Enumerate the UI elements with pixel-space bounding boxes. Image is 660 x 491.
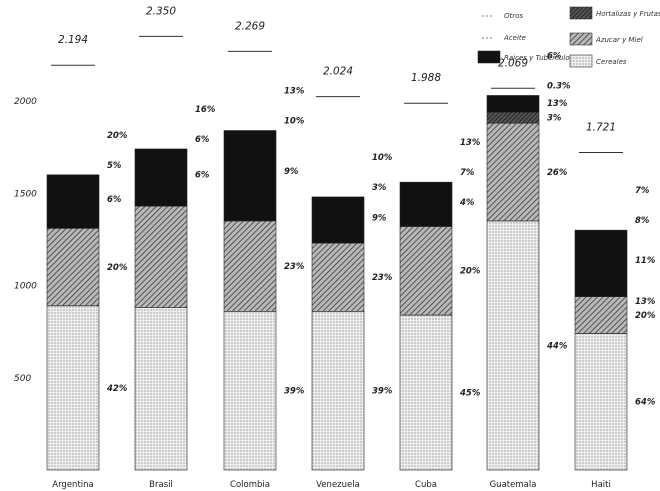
segment-pct-label: 10% [372, 153, 393, 163]
bar-segment-azucar-y-miel [311, 242, 365, 312]
bar-segment-cereales [311, 311, 365, 471]
segment-pct-label: 20% [107, 131, 128, 141]
segment-pct-label: 20% [460, 267, 481, 277]
segment-pct-label: 6% [547, 51, 562, 61]
segment-pct-label: 8% [635, 216, 650, 226]
total-label: 2.024 [323, 66, 353, 78]
bar-segment-cereales [134, 307, 188, 471]
segment-pct-label: 20% [107, 263, 128, 273]
bar-segment-raices-y-tuberculos [46, 174, 100, 229]
segment-pct-label: 3% [547, 114, 562, 124]
legend-label: Azucar y Miel [595, 36, 643, 44]
x-category-label: Colombia [230, 480, 270, 490]
total-label: 2.269 [235, 20, 265, 32]
x-category-label: Cuba [415, 480, 437, 490]
segment-pct-label: 0.3% [547, 81, 571, 91]
segment-pct-label: 13% [284, 87, 305, 97]
segment-pct-label: 9% [284, 167, 299, 177]
x-category-label: Guatemala [490, 480, 537, 490]
legend-label: Raices y Tuberculos [504, 54, 574, 62]
segment-pct-label: 13% [547, 99, 568, 109]
segment-pct-label: 26% [547, 168, 568, 178]
legend-swatch [569, 54, 593, 68]
legend-label: Otros [504, 12, 523, 20]
bar-segment-raices-y-tuberculos [486, 95, 540, 113]
bar-segment-raices-y-tuberculos [223, 130, 277, 222]
x-category-label: Argentina [52, 480, 93, 490]
bar-segment-azucar-y-miel [134, 205, 188, 308]
segment-pct-label: 4% [459, 198, 475, 208]
x-category-label: Brasil [149, 480, 173, 490]
segment-pct-label: 13% [635, 297, 656, 307]
bar-segment-raices-y-tuberculos [574, 229, 628, 297]
x-category-label: Venezuela [316, 480, 360, 490]
y-tick-label: 1000 [14, 282, 37, 292]
legend-label: Hortalizas y Frutas [596, 10, 660, 18]
bar-segment-azucar-y-miel [399, 226, 453, 316]
segment-pct-label: 64% [635, 398, 656, 408]
legend-label: Cereales [596, 58, 627, 66]
bar-segment-cereales [486, 220, 540, 471]
segment-pct-label: 10% [284, 117, 305, 127]
bar-segment-raices-y-tuberculos [399, 181, 453, 227]
bar-segment-cereales [574, 333, 628, 471]
legend: Otros Aceite Raices y Tuberculos Hortalizas… [477, 6, 660, 68]
legend-swatch [477, 50, 501, 64]
segment-pct-label: 13% [460, 138, 481, 148]
legend-label: Aceite [503, 34, 526, 42]
total-label: 1.988 [411, 72, 441, 84]
segment-pct-label: 6% [195, 171, 210, 181]
bar-segment-cereales [223, 311, 277, 471]
bar-segment-cereales [399, 314, 453, 471]
segment-pct-label: 3% [372, 183, 387, 193]
bar-segment-azucar-y-miel [223, 220, 277, 312]
segment-pct-label: 39% [284, 387, 305, 397]
y-tick-label: 1500 [14, 189, 37, 199]
value-labels: 2.194 Argentina 42% 20% 6% 5% 20% 2.350 Brasil 6%… [52, 5, 656, 490]
y-axis: 500 1000 1500 2000 [14, 97, 37, 384]
segment-pct-label: 7% [635, 186, 650, 196]
segment-pct-label: 9% [372, 214, 387, 224]
segment-pct-label: 44% [546, 341, 568, 351]
segment-pct-label: 6% [195, 135, 210, 145]
y-tick-label: 500 [14, 374, 31, 384]
bars [46, 35, 628, 471]
segment-pct-label: 6% [107, 195, 122, 205]
segment-pct-label: 20% [635, 311, 656, 321]
total-label: 2.069 [498, 57, 528, 69]
segment-pct-label: 16% [195, 105, 216, 115]
segment-pct-label: 39% [372, 387, 393, 397]
total-label: 1.721 [586, 121, 616, 133]
bar-segment-hortalizas-y-frutas [486, 111, 540, 124]
bar-segment-cereales [46, 305, 100, 471]
x-category-label: Haiti [591, 480, 611, 490]
segment-pct-label: 42% [106, 384, 128, 394]
total-label: 2.350 [146, 5, 176, 17]
bar-segment-azucar-y-miel [46, 228, 100, 307]
legend-swatch [569, 6, 593, 20]
segment-pct-label: 7% [460, 168, 475, 178]
bar-segment-raices-y-tuberculos [134, 148, 188, 207]
segment-pct-label: 5% [107, 161, 122, 171]
bar-segment-azucar-y-miel [486, 122, 540, 222]
legend-swatch [569, 32, 593, 46]
segment-pct-label: 11% [635, 256, 656, 266]
bar-segment-azucar-y-miel [574, 296, 628, 334]
segment-pct-label: 23% [372, 273, 393, 283]
bar-segment-raices-y-tuberculos [311, 196, 365, 244]
total-label: 2.194 [58, 34, 88, 46]
segment-pct-label: 23% [284, 262, 305, 272]
y-tick-label: 2000 [14, 97, 37, 107]
segment-pct-label: 45% [459, 389, 481, 399]
